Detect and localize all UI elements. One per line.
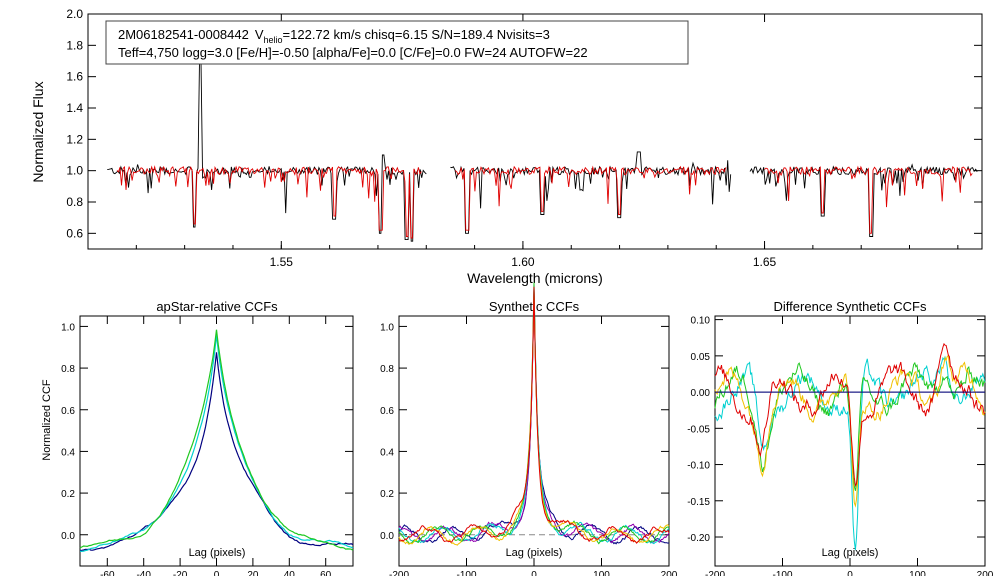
x-tick-label: 100	[593, 570, 610, 576]
x-tick-label: -20	[173, 570, 188, 576]
y-tick-label: 1.0	[66, 164, 83, 178]
apstar-ccf-axes: -60 -40 -20 0 20 40 60 0.0 0.2 0.4 0.6 0.8 1.0	[61, 316, 353, 576]
y-tick-label: 1.0	[380, 322, 394, 333]
apstar-ccf-series	[79, 329, 354, 553]
synthetic-ccf-line-ccf-4	[398, 282, 670, 545]
x-tick-label: 0	[531, 570, 537, 576]
y-tick-label: -0.15	[687, 497, 710, 508]
y-tick-label: -0.10	[687, 461, 710, 472]
y-tick-label: 0.6	[61, 406, 75, 417]
y-tick-label: 2.0	[66, 7, 83, 21]
x-tick-label: 200	[661, 570, 678, 576]
apstar-ccf-ylabel: Normalized CCF	[41, 379, 53, 461]
annotation-box	[105, 20, 689, 65]
y-tick-label: -0.20	[687, 533, 710, 544]
y-tick-label: 0.8	[380, 364, 394, 375]
x-tick-label: -200	[705, 570, 725, 576]
x-tick-label: -100	[456, 570, 476, 576]
synthetic-ccf-line-ccf-1	[398, 288, 670, 545]
apstar-ccf-title: apStar-relative CCFs	[156, 299, 278, 314]
synthetic-ccf-line-ccf-6	[398, 286, 670, 544]
y-tick-label: 1.2	[66, 132, 83, 146]
annotation-stats: =122.72 km/s chisq=6.15 S/N=189.4 Nvisit…	[283, 27, 550, 42]
spectrum-axes: 1.55 1.60 1.65 0.6 0.8 1.0 1.2 1.4 1.6 1.8 2.0	[66, 7, 982, 269]
x-tick-label: 60	[320, 570, 332, 576]
apstar-ccf-xlabel: Lag (pixels)	[189, 547, 246, 559]
x-tick-label: 0	[847, 570, 853, 576]
x-tick-label: -200	[389, 570, 409, 576]
x-tick-label: 0	[214, 570, 220, 576]
y-tick-label: 0.2	[380, 489, 394, 500]
model-spectrum-line	[116, 165, 973, 239]
y-tick-label: 0.8	[61, 364, 75, 375]
annotation-star-id: 2M06182541-0008442	[118, 27, 249, 42]
y-tick-label: 0.0	[61, 531, 75, 542]
difference-ccf-xlabel: Lag (pixels)	[822, 547, 879, 559]
y-tick-label: 0.6	[380, 406, 394, 417]
synthetic-ccf-series	[398, 282, 670, 546]
y-tick-label: 0.2	[61, 489, 75, 500]
synthetic-ccf-axes: -200 -100 0 100 200 0.0 0.2 0.4 0.6 0.8 1.0	[380, 316, 678, 576]
y-tick-label: 0.05	[691, 352, 711, 363]
x-tick-label: 1.55	[270, 255, 294, 269]
x-tick-label: 1.60	[511, 255, 535, 269]
y-tick-label: 0.4	[380, 447, 394, 458]
spectrum-series	[107, 60, 978, 242]
difference-ccf-line-diff-2	[714, 361, 986, 491]
observed-spectrum-line	[107, 60, 978, 242]
y-tick-label: 0.0	[380, 531, 394, 542]
x-tick-label: -40	[136, 570, 151, 576]
difference-ccf-title: Difference Synthetic CCFs	[774, 299, 927, 314]
difference-ccf-line-diff-4	[714, 342, 985, 488]
apstar-ccf-line-ccf-1	[79, 352, 354, 552]
synthetic-ccf-line-ccf-2	[398, 290, 670, 544]
spectrum-frame	[87, 13, 983, 250]
annotation-v: V	[255, 27, 264, 42]
x-tick-label: -100	[772, 570, 792, 576]
y-tick-label: 1.6	[66, 70, 83, 84]
x-tick-label: 20	[247, 570, 259, 576]
y-tick-label: 1.4	[66, 101, 83, 115]
apstar-ccf-line-ccf-3	[79, 329, 354, 551]
y-tick-label: 0.6	[66, 226, 83, 240]
x-tick-label: 200	[977, 570, 994, 576]
y-tick-label: -0.05	[687, 424, 710, 435]
synthetic-ccf-panel: Synthetic CCFs -200 -100 0 100 2000.00.20.40…	[380, 282, 678, 576]
x-tick-label: -60	[100, 570, 115, 576]
spectrum-ylabel: Normalized Flux	[30, 81, 46, 182]
annotation-line-2: Teff=4,750 logg=3.0 [Fe/H]=-0.50 [alpha/…	[118, 45, 588, 60]
spectrum-panel: 1.55 1.60 1.65 0.6 0.8 1.0 1.2 1.4 1.6 1.8 2.0 Wav…	[30, 7, 983, 286]
difference-ccf-line-diff-1	[714, 355, 986, 551]
annotation-v-sub: helio	[264, 35, 283, 45]
spectrum-xlabel: Wavelength (microns)	[467, 270, 603, 286]
apstar-ccf-line-ccf-2	[79, 335, 354, 553]
y-tick-label: 0.10	[691, 316, 711, 327]
difference-ccf-panel: Difference Synthetic CCFs -200 -100 0 100 20…	[687, 299, 994, 576]
difference-ccf-axes: -200 -100 0 100 200 -0.20 -0.15 -0.10 -0.05 0.00 0…	[687, 316, 994, 576]
synthetic-ccf-line-ccf-5	[398, 289, 670, 546]
x-tick-label: 100	[909, 570, 926, 576]
y-tick-label: 0.8	[66, 195, 83, 209]
apstar-ccf-panel: apStar-relative CCFs -60 -40 -20 0 20 40 60 0.0…	[41, 299, 354, 576]
synthetic-ccf-xlabel: Lag (pixels)	[506, 547, 563, 559]
y-tick-label: 0.4	[61, 447, 75, 458]
y-tick-label: 1.8	[66, 38, 83, 52]
x-tick-label: 40	[284, 570, 296, 576]
annotation-line-1: 2M06182541-0008442 Vhelio=122.72 km/s chi…	[118, 27, 550, 45]
y-tick-label: 0.00	[691, 388, 711, 399]
difference-ccf-series	[714, 342, 986, 551]
y-tick-label: 1.0	[61, 322, 75, 333]
x-tick-label: 1.65	[753, 255, 777, 269]
